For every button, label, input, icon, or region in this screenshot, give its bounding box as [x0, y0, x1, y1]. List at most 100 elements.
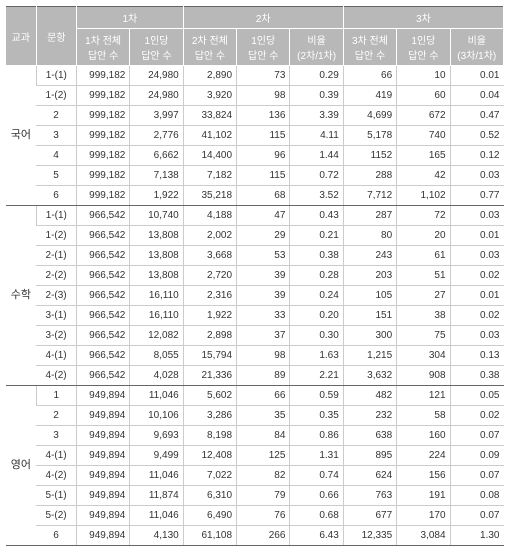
value-cell: 0.03 [450, 166, 503, 186]
value-cell: 224 [397, 446, 450, 466]
value-cell: 5,178 [343, 126, 396, 146]
table-row: 1-(2)999,18224,9803,920980.39419600.04 [6, 86, 504, 106]
hdr-c3b: 1인당답안 수 [397, 29, 450, 66]
value-cell: 2,002 [183, 226, 236, 246]
value-cell: 1,215 [343, 346, 396, 366]
value-cell: 0.38 [450, 366, 503, 386]
table-row: 3949,8949,6938,198840.866381600.07 [6, 426, 504, 446]
value-cell: 1152 [343, 146, 396, 166]
value-cell: 0.07 [450, 426, 503, 446]
table-row: 영어1949,89411,0465,602660.594821210.05 [6, 386, 504, 406]
value-cell: 672 [397, 106, 450, 126]
value-cell: 1,922 [183, 306, 236, 326]
value-cell: 8,055 [130, 346, 183, 366]
value-cell: 0.28 [290, 266, 343, 286]
value-cell: 53 [237, 246, 290, 266]
value-cell: 6,662 [130, 146, 183, 166]
value-cell: 300 [343, 326, 396, 346]
value-cell: 191 [397, 486, 450, 506]
value-cell: 170 [397, 506, 450, 526]
item-cell: 5-(2) [36, 506, 76, 526]
value-cell: 999,182 [76, 186, 129, 206]
value-cell: 232 [343, 406, 396, 426]
value-cell: 0.68 [290, 506, 343, 526]
value-cell: 243 [343, 246, 396, 266]
value-cell: 908 [397, 366, 450, 386]
value-cell: 12,335 [343, 526, 396, 546]
hdr-g3: 3차 [343, 7, 503, 29]
value-cell: 4,028 [130, 366, 183, 386]
value-cell: 14,400 [183, 146, 236, 166]
value-cell: 966,542 [76, 366, 129, 386]
value-cell: 1.44 [290, 146, 343, 166]
value-cell: 80 [343, 226, 396, 246]
value-cell: 0.09 [450, 446, 503, 466]
hdr-subject: 교과 [6, 7, 36, 66]
value-cell: 0.03 [450, 246, 503, 266]
value-cell: 0.47 [450, 106, 503, 126]
value-cell: 287 [343, 206, 396, 226]
value-cell: 16,110 [130, 306, 183, 326]
value-cell: 136 [237, 106, 290, 126]
value-cell: 98 [237, 346, 290, 366]
hdr-c3c: 비율(3차/1차) [450, 29, 503, 66]
value-cell: 0.77 [450, 186, 503, 206]
value-cell: 0.08 [450, 486, 503, 506]
value-cell: 84 [237, 426, 290, 446]
hdr-c1a: 1차 전체답안 수 [76, 29, 129, 66]
value-cell: 0.07 [450, 466, 503, 486]
value-cell: 60 [397, 86, 450, 106]
value-cell: 1,922 [130, 186, 183, 206]
value-cell: 966,542 [76, 286, 129, 306]
value-cell: 999,182 [76, 86, 129, 106]
value-cell: 0.12 [450, 146, 503, 166]
value-cell: 949,894 [76, 506, 129, 526]
value-cell: 482 [343, 386, 396, 406]
value-cell: 0.07 [450, 506, 503, 526]
item-cell: 1-(2) [36, 226, 76, 246]
value-cell: 949,894 [76, 426, 129, 446]
item-cell: 3-(2) [36, 326, 76, 346]
table-row: 4-(2)966,5424,02821,336892.213,6329080.3… [6, 366, 504, 386]
value-cell: 0.04 [450, 86, 503, 106]
value-cell: 0.35 [290, 406, 343, 426]
value-cell: 0.29 [290, 66, 343, 86]
value-cell: 96 [237, 146, 290, 166]
value-cell: 0.72 [290, 166, 343, 186]
value-cell: 12,082 [130, 326, 183, 346]
value-cell: 2,316 [183, 286, 236, 306]
value-cell: 42 [397, 166, 450, 186]
value-cell: 7,712 [343, 186, 396, 206]
table-row: 2-(3)966,54216,1102,316390.24105270.01 [6, 286, 504, 306]
value-cell: 0.02 [450, 306, 503, 326]
value-cell: 39 [237, 286, 290, 306]
value-cell: 638 [343, 426, 396, 446]
value-cell: 0.21 [290, 226, 343, 246]
hdr-c1b: 1인당답안 수 [130, 29, 183, 66]
item-cell: 6 [36, 526, 76, 546]
value-cell: 0.43 [290, 206, 343, 226]
table-row: 5-(2)949,89411,0466,490760.686771700.07 [6, 506, 504, 526]
value-cell: 61,108 [183, 526, 236, 546]
value-cell: 47 [237, 206, 290, 226]
value-cell: 7,182 [183, 166, 236, 186]
value-cell: 115 [237, 166, 290, 186]
value-cell: 121 [397, 386, 450, 406]
subject-cell: 수학 [6, 206, 36, 386]
value-cell: 12,408 [183, 446, 236, 466]
value-cell: 966,542 [76, 326, 129, 346]
value-cell: 11,046 [130, 466, 183, 486]
value-cell: 8,198 [183, 426, 236, 446]
value-cell: 4.11 [290, 126, 343, 146]
table-row: 3-(2)966,54212,0822,898370.30300750.03 [6, 326, 504, 346]
value-cell: 16,110 [130, 286, 183, 306]
value-cell: 10 [397, 66, 450, 86]
item-cell: 2 [36, 406, 76, 426]
table-row: 4-(1)966,5428,05515,794981.631,2153040.1… [6, 346, 504, 366]
value-cell: 7,138 [130, 166, 183, 186]
value-cell: 949,894 [76, 446, 129, 466]
value-cell: 0.74 [290, 466, 343, 486]
value-cell: 999,182 [76, 166, 129, 186]
value-cell: 0.01 [450, 226, 503, 246]
table-row: 4-(1)949,8949,49912,4081251.318952240.09 [6, 446, 504, 466]
